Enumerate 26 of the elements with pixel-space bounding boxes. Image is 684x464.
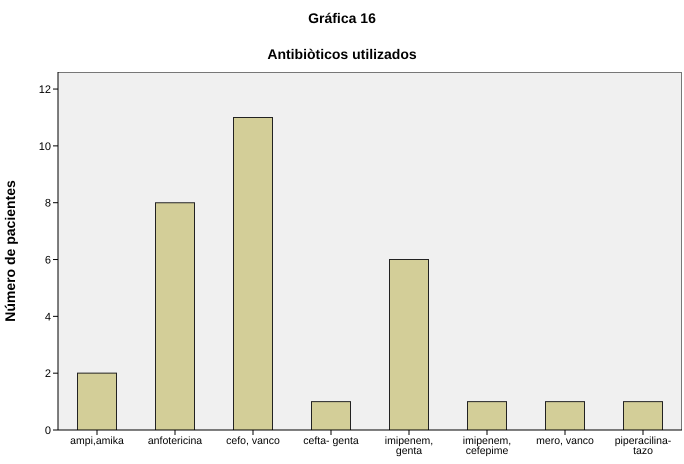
bar (311, 401, 351, 430)
y-tick-label: 4 (44, 311, 51, 324)
bar (545, 401, 585, 430)
x-tick-label: imipenem, genta (384, 435, 434, 457)
bar (233, 116, 273, 430)
bar (467, 401, 507, 430)
y-tick-label: 10 (38, 140, 51, 153)
bar (389, 259, 429, 430)
y-tick-label: 0 (44, 424, 51, 437)
y-tick-label: 2 (44, 368, 51, 380)
y-tick-label: 6 (44, 254, 51, 266)
y-tick-label: 8 (44, 198, 51, 210)
x-tick-label: piperacilina-tazo (614, 435, 672, 457)
bar (155, 202, 195, 430)
bar (623, 401, 663, 430)
bar (77, 372, 117, 430)
chart-subtitle: Antibiòticos utilizados (266, 46, 418, 62)
x-tick-label: cefta- genta (303, 435, 359, 447)
x-tick-label: ampi,amika (70, 435, 124, 447)
y-axis-title: Número de pacientes (2, 180, 18, 322)
x-tick-label: mero, vanco (536, 435, 594, 447)
x-tick-label: imipenem, cefepime (462, 435, 512, 457)
x-tick-label: anfotericina (148, 435, 202, 447)
x-tick-label: cefo, vanco (226, 435, 280, 447)
y-tick-label: 12 (38, 84, 51, 96)
chart-title: Gráfica 16 (307, 10, 377, 26)
